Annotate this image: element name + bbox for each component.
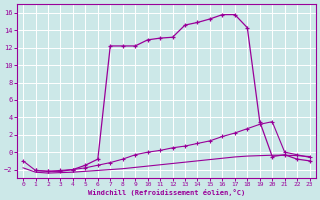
X-axis label: Windchill (Refroidissement éolien,°C): Windchill (Refroidissement éolien,°C) (88, 189, 245, 196)
